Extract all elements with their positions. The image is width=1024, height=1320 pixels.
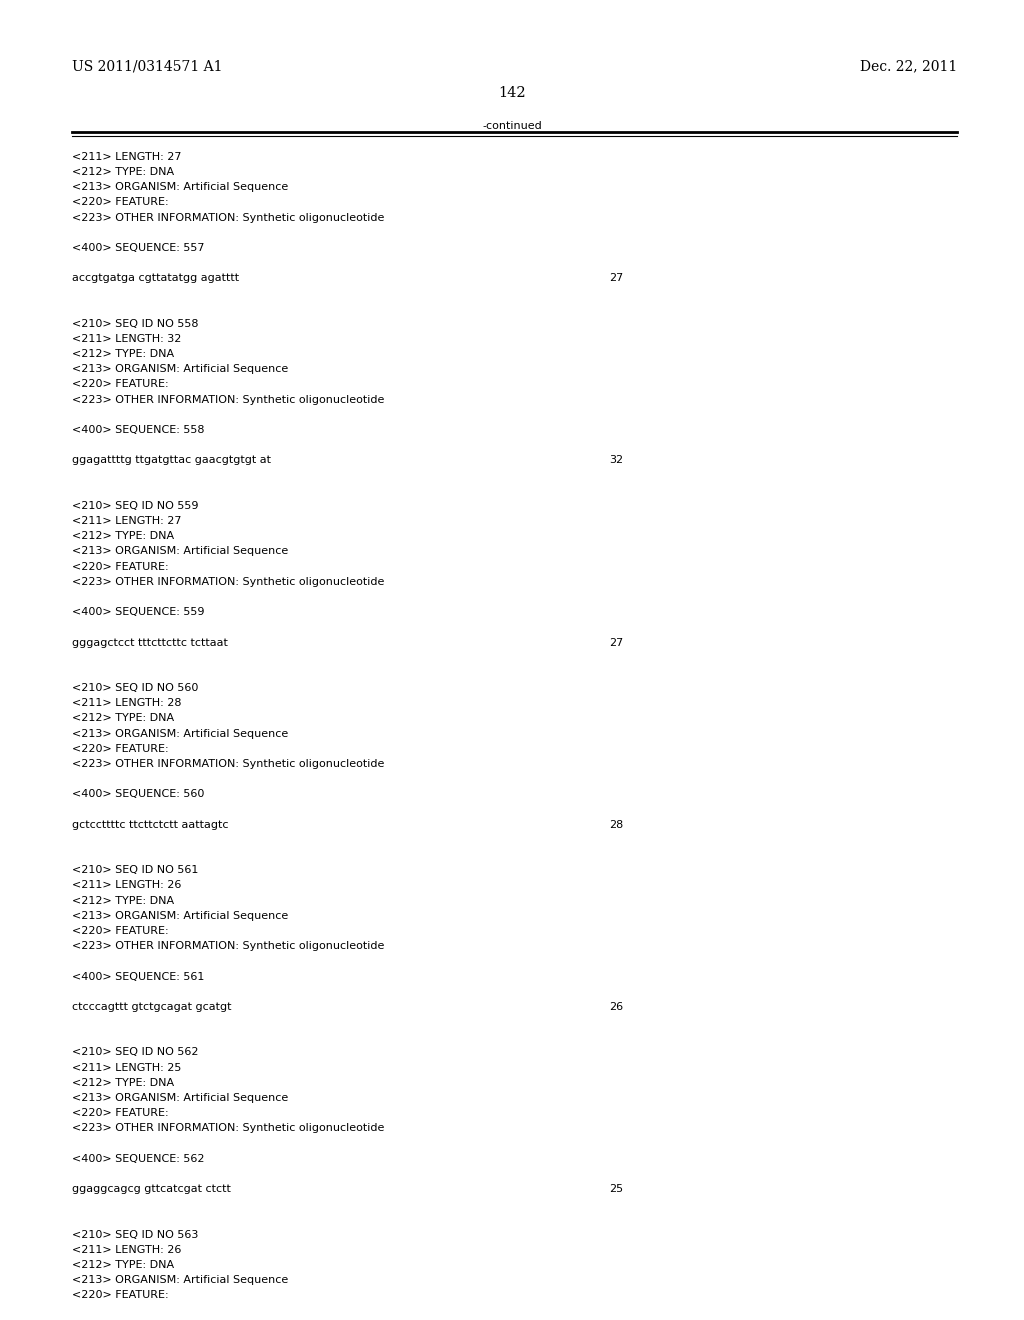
Text: <211> LENGTH: 27: <211> LENGTH: 27: [72, 516, 181, 527]
Text: 32: 32: [609, 455, 624, 466]
Text: 25: 25: [609, 1184, 624, 1195]
Text: <220> FEATURE:: <220> FEATURE:: [72, 379, 168, 389]
Text: <400> SEQUENCE: 561: <400> SEQUENCE: 561: [72, 972, 204, 982]
Text: 27: 27: [609, 638, 624, 648]
Text: <223> OTHER INFORMATION: Synthetic oligonucleotide: <223> OTHER INFORMATION: Synthetic oligo…: [72, 395, 384, 405]
Text: <210> SEQ ID NO 558: <210> SEQ ID NO 558: [72, 318, 199, 329]
Text: gggagctcct tttcttcttc tcttaat: gggagctcct tttcttcttc tcttaat: [72, 638, 227, 648]
Text: <212> TYPE: DNA: <212> TYPE: DNA: [72, 168, 174, 177]
Text: <210> SEQ ID NO 559: <210> SEQ ID NO 559: [72, 500, 199, 511]
Text: <220> FEATURE:: <220> FEATURE:: [72, 1107, 168, 1118]
Text: <210> SEQ ID NO 563: <210> SEQ ID NO 563: [72, 1229, 198, 1239]
Text: <223> OTHER INFORMATION: Synthetic oligonucleotide: <223> OTHER INFORMATION: Synthetic oligo…: [72, 577, 384, 587]
Text: 27: 27: [609, 273, 624, 284]
Text: ggaggcagcg gttcatcgat ctctt: ggaggcagcg gttcatcgat ctctt: [72, 1184, 230, 1195]
Text: <213> ORGANISM: Artificial Sequence: <213> ORGANISM: Artificial Sequence: [72, 911, 288, 921]
Text: <212> TYPE: DNA: <212> TYPE: DNA: [72, 1077, 174, 1088]
Text: <212> TYPE: DNA: <212> TYPE: DNA: [72, 895, 174, 906]
Text: US 2011/0314571 A1: US 2011/0314571 A1: [72, 59, 222, 74]
Text: <213> ORGANISM: Artificial Sequence: <213> ORGANISM: Artificial Sequence: [72, 182, 288, 193]
Text: <212> TYPE: DNA: <212> TYPE: DNA: [72, 1259, 174, 1270]
Text: 26: 26: [609, 1002, 624, 1012]
Text: <223> OTHER INFORMATION: Synthetic oligonucleotide: <223> OTHER INFORMATION: Synthetic oligo…: [72, 941, 384, 952]
Text: 28: 28: [609, 820, 624, 830]
Text: accgtgatga cgttatatgg agatttt: accgtgatga cgttatatgg agatttt: [72, 273, 239, 284]
Text: <400> SEQUENCE: 557: <400> SEQUENCE: 557: [72, 243, 204, 253]
Text: <210> SEQ ID NO 561: <210> SEQ ID NO 561: [72, 865, 198, 875]
Text: <210> SEQ ID NO 560: <210> SEQ ID NO 560: [72, 682, 198, 693]
Text: <210> SEQ ID NO 562: <210> SEQ ID NO 562: [72, 1047, 199, 1057]
Text: <213> ORGANISM: Artificial Sequence: <213> ORGANISM: Artificial Sequence: [72, 364, 288, 375]
Text: <220> FEATURE:: <220> FEATURE:: [72, 197, 168, 207]
Text: <220> FEATURE:: <220> FEATURE:: [72, 925, 168, 936]
Text: <211> LENGTH: 27: <211> LENGTH: 27: [72, 152, 181, 162]
Text: -continued: -continued: [482, 121, 542, 132]
Text: <211> LENGTH: 25: <211> LENGTH: 25: [72, 1063, 181, 1073]
Text: <400> SEQUENCE: 558: <400> SEQUENCE: 558: [72, 425, 204, 436]
Text: <220> FEATURE:: <220> FEATURE:: [72, 561, 168, 572]
Text: <400> SEQUENCE: 560: <400> SEQUENCE: 560: [72, 789, 204, 800]
Text: <211> LENGTH: 32: <211> LENGTH: 32: [72, 334, 181, 345]
Text: <211> LENGTH: 28: <211> LENGTH: 28: [72, 698, 181, 709]
Text: <223> OTHER INFORMATION: Synthetic oligonucleotide: <223> OTHER INFORMATION: Synthetic oligo…: [72, 759, 384, 770]
Text: <400> SEQUENCE: 562: <400> SEQUENCE: 562: [72, 1154, 204, 1164]
Text: <213> ORGANISM: Artificial Sequence: <213> ORGANISM: Artificial Sequence: [72, 1275, 288, 1286]
Text: ggagattttg ttgatgttac gaacgtgtgt at: ggagattttg ttgatgttac gaacgtgtgt at: [72, 455, 270, 466]
Text: <212> TYPE: DNA: <212> TYPE: DNA: [72, 531, 174, 541]
Text: ctcccagttt gtctgcagat gcatgt: ctcccagttt gtctgcagat gcatgt: [72, 1002, 231, 1012]
Text: <213> ORGANISM: Artificial Sequence: <213> ORGANISM: Artificial Sequence: [72, 1093, 288, 1104]
Text: Dec. 22, 2011: Dec. 22, 2011: [860, 59, 957, 74]
Text: gctccttttc ttcttctctt aattagtc: gctccttttc ttcttctctt aattagtc: [72, 820, 228, 830]
Text: <211> LENGTH: 26: <211> LENGTH: 26: [72, 1245, 181, 1255]
Text: <212> TYPE: DNA: <212> TYPE: DNA: [72, 713, 174, 723]
Text: <223> OTHER INFORMATION: Synthetic oligonucleotide: <223> OTHER INFORMATION: Synthetic oligo…: [72, 213, 384, 223]
Text: <213> ORGANISM: Artificial Sequence: <213> ORGANISM: Artificial Sequence: [72, 729, 288, 739]
Text: 142: 142: [499, 86, 525, 100]
Text: <220> FEATURE:: <220> FEATURE:: [72, 1290, 168, 1300]
Text: <400> SEQUENCE: 559: <400> SEQUENCE: 559: [72, 607, 204, 618]
Text: <223> OTHER INFORMATION: Synthetic oligonucleotide: <223> OTHER INFORMATION: Synthetic oligo…: [72, 1123, 384, 1134]
Text: <211> LENGTH: 26: <211> LENGTH: 26: [72, 880, 181, 891]
Text: <213> ORGANISM: Artificial Sequence: <213> ORGANISM: Artificial Sequence: [72, 546, 288, 557]
Text: <220> FEATURE:: <220> FEATURE:: [72, 743, 168, 754]
Text: <212> TYPE: DNA: <212> TYPE: DNA: [72, 348, 174, 359]
